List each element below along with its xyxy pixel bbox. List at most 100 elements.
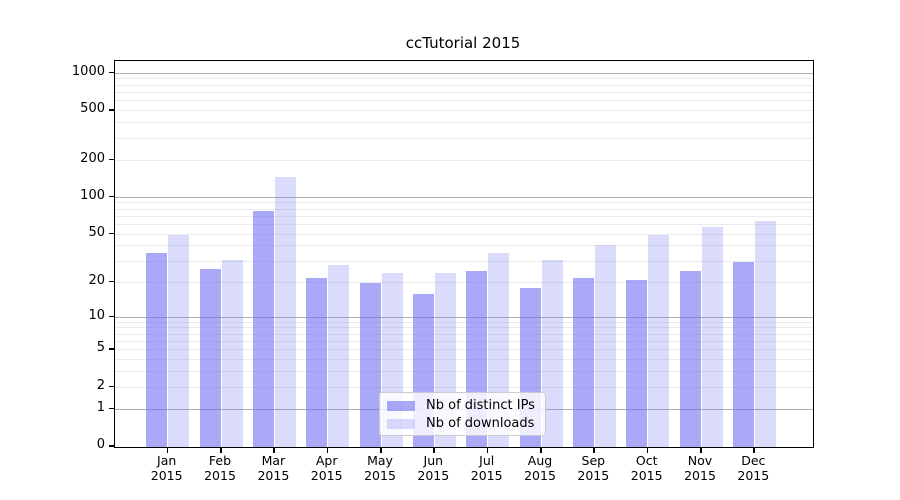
minor-gridline	[115, 349, 813, 351]
minor-gridline	[115, 215, 813, 217]
minor-gridline	[115, 110, 813, 112]
x-tick-year: 2015	[310, 468, 343, 483]
minor-gridline	[115, 371, 813, 373]
minor-gridline	[115, 202, 813, 204]
minor-gridline	[115, 233, 813, 235]
bar-distinct-ips-nov	[679, 271, 701, 447]
minor-gridline	[115, 386, 813, 388]
bar-downloads-feb	[221, 259, 243, 447]
y-tick-label: 20	[88, 272, 105, 288]
bar-downloads-oct	[648, 234, 670, 447]
y-tick-label: 5	[96, 340, 105, 356]
bar-downloads-sep	[594, 245, 616, 447]
x-tick-year: 2015	[630, 468, 663, 483]
x-tick-month: May	[367, 453, 393, 468]
x-tick-mark	[486, 447, 489, 453]
x-tick-month: Jun	[423, 453, 444, 468]
minor-gridline	[115, 137, 813, 139]
minor-gridline	[115, 100, 813, 102]
x-tick-mark	[646, 447, 649, 453]
y-tick-mark	[109, 109, 114, 111]
x-tick-month: Oct	[635, 453, 658, 468]
minor-gridline	[115, 92, 813, 93]
minor-gridline	[115, 159, 813, 161]
y-tick-label: 0	[96, 437, 105, 452]
minor-gridline	[115, 260, 813, 262]
y-tick-mark	[109, 158, 114, 160]
x-tick-mark	[326, 447, 329, 453]
y-tick-mark	[109, 195, 114, 198]
x-tick-label: Sep 2015	[563, 453, 623, 483]
x-tick-mark	[753, 447, 755, 453]
x-tick-label: Jul 2015	[457, 453, 517, 483]
legend-label-downloads: Nb of downloads	[426, 416, 535, 431]
bar-distinct-ips-may	[359, 282, 381, 447]
x-tick-month: Sep	[581, 453, 606, 468]
bar-downloads-dec	[754, 220, 776, 447]
bar-distinct-ips-jan	[146, 253, 168, 447]
x-tick-year: 2015	[204, 468, 236, 483]
y-tick-label: 1	[96, 399, 105, 415]
minor-gridline	[115, 281, 813, 283]
x-tick-year: 2015	[417, 468, 450, 483]
minor-gridline	[115, 359, 813, 360]
legend-item-distinct-ips: Nb of distinct IPs	[387, 397, 537, 415]
x-tick-label: Oct 2015	[617, 453, 677, 483]
minor-gridline	[115, 333, 813, 335]
x-tick-label: Nov 2015	[670, 453, 730, 483]
minor-gridline	[115, 321, 813, 323]
minor-gridline	[115, 208, 813, 210]
x-tick-mark	[220, 447, 222, 453]
x-tick-label: Aug 2015	[510, 453, 570, 483]
x-tick-year: 2015	[364, 468, 396, 483]
x-tick-month: Mar	[261, 453, 286, 468]
plot-area	[114, 60, 814, 448]
bar-distinct-ips-feb	[199, 268, 221, 447]
legend-label-distinct-ips: Nb of distinct IPs	[426, 398, 535, 413]
legend-swatch-distinct-ips-icon	[387, 401, 415, 411]
x-tick-label: Jun 2015	[403, 453, 463, 483]
x-tick-mark	[540, 447, 542, 453]
y-tick-label: 100	[80, 187, 105, 203]
x-tick-year: 2015	[577, 468, 610, 483]
minor-gridline	[115, 223, 813, 225]
y-tick-label: 500	[80, 101, 105, 117]
x-tick-mark	[380, 447, 382, 453]
bar-downloads-jan	[168, 234, 190, 447]
minor-gridline	[115, 84, 813, 86]
x-tick-year: 2015	[684, 468, 716, 483]
bar-downloads-mar	[274, 176, 296, 447]
x-tick-year: 2015	[257, 468, 290, 483]
y-tick-label: 50	[88, 224, 105, 240]
x-tick-year: 2015	[737, 468, 770, 483]
x-tick-mark	[273, 447, 275, 453]
y-tick-mark	[109, 445, 114, 447]
x-tick-month: Jul	[479, 453, 495, 468]
bar-distinct-ips-mar	[252, 210, 274, 447]
minor-gridline	[115, 245, 813, 247]
minor-gridline	[115, 122, 813, 124]
x-tick-label: Apr 2015	[297, 453, 357, 483]
legend-swatch-downloads-icon	[387, 419, 415, 429]
x-tick-month: Nov	[687, 453, 713, 468]
x-tick-label: Feb 2015	[190, 453, 250, 483]
x-tick-mark	[433, 447, 435, 453]
x-tick-year: 2015	[150, 468, 183, 483]
y-tick-label: 1000	[71, 63, 105, 79]
bar-distinct-ips-apr	[306, 277, 328, 447]
bar-downloads-aug	[541, 259, 563, 447]
minor-gridline	[115, 327, 813, 329]
bar-distinct-ips-dec	[732, 261, 754, 447]
legend: Nb of distinct IPs Nb of downloads	[379, 392, 546, 436]
major-gridline	[115, 316, 813, 318]
bar-downloads-apr	[328, 265, 350, 447]
y-tick-mark	[109, 348, 114, 350]
x-tick-month: Dec	[741, 453, 766, 468]
x-tick-month: Feb	[208, 453, 232, 468]
major-gridline	[115, 196, 813, 198]
bar-downloads-nov	[701, 226, 723, 447]
x-tick-label: Mar 2015	[243, 453, 303, 483]
y-tick-label: 200	[80, 150, 105, 166]
minor-gridline	[115, 78, 813, 80]
